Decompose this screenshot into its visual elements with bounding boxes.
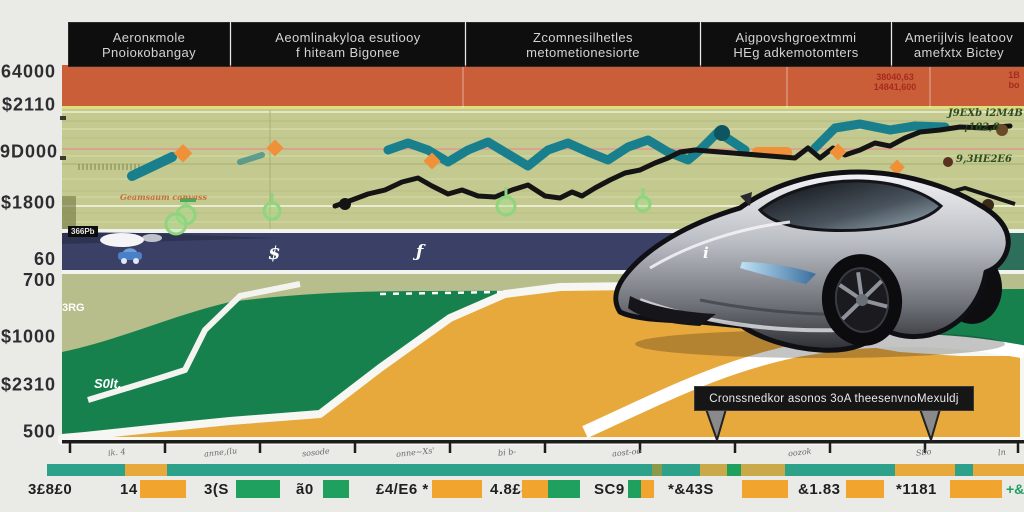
header-box-1: Aeronкmole Pnoioкobangay [68,22,230,67]
emerald-dashed-edge [379,289,561,296]
x-tick-label: ik. 4 [107,447,127,458]
y-axis-label: 64000 [0,61,56,82]
x-axis-ticks [68,443,1020,453]
diamond-markers [173,139,905,176]
x-tick-label: ln [997,447,1007,458]
green-ring-markers [164,187,652,236]
callout-box: Cronssnedkor asonos 3oA theesenvnoMexuld… [694,386,974,411]
y-axis-label: 60 700 [22,249,56,290]
header-box-2-line2: f hiteam Bigonee [296,44,400,60]
header-box-3-line2: metometionesiorte [526,44,640,60]
header-box-1-line1: Aeronкmole [112,29,186,45]
legend-label: 3(S [204,481,229,498]
header-box-5: Amerijlvis leatoov amefxtx Bictey [892,22,1024,67]
legend-swatch-orange [846,480,884,498]
y-axis-label: $1000 [0,326,56,347]
scribble-annotation: Geamsaum canvass [120,192,208,202]
legend-swatch-orange [742,480,788,498]
orange-band [62,65,1024,108]
scribble-annotation: 9,3HE2E6 [956,154,1013,165]
legend-swatch-green [323,480,349,498]
header-box-4-line1: Aigpovshgroextmmi [735,29,857,45]
column-dividers [462,65,931,108]
car-icon [118,248,142,264]
white-guide-line [87,281,301,403]
orange-band-note-left: 38040,63 14841,600 [862,72,928,92]
navy-band-top-border [62,229,1024,233]
legend-swatch-orange [432,480,482,498]
legend-label: *&43S [668,481,714,498]
orange-band-bottom-line [62,106,1024,109]
y-axis-label: $2110 [1,94,56,115]
header-box-5-line2: amefxtx Bictey [913,44,1005,60]
y-axis-label: 9D000 [0,141,59,162]
header-box-1-line2: Pnoioкobangay [101,44,197,60]
legend-label: £4/E6 * [376,481,429,498]
legend-label: 3£8£0 [28,481,73,498]
note-line: 38040,63 [876,72,914,82]
header-box-3-line1: Zcomnesilhetles [533,29,633,45]
currency-icon: $ [268,243,281,264]
scribble-annotation: J9EXb i2M4B [948,108,1023,119]
y-axis-label: $2310 [0,374,56,395]
x-tick-label: bi b- [497,447,517,458]
y-axis-label: $1800 [0,192,56,213]
legend-label: &1.83 [798,481,841,498]
legend-end-marker: +& [1006,481,1024,497]
legend-swatch-green [236,480,280,498]
concept-car-illustration [613,169,1011,358]
x-tick-label: S8o [915,447,932,458]
info-icon: i [703,244,709,262]
orange-band-note-right: 1B bo [1004,70,1024,90]
navy-band-chip: 366Pb [68,226,98,237]
legend-label: *1181 [896,481,937,498]
header-box-2-line1: Aeomlinakyloa esutiooy [275,29,421,45]
area-label: 3RG [62,302,85,314]
header-box-3: Zcomnesilhetles metometionesiorte [466,22,700,67]
legend-label: ã0 [296,481,314,498]
note-line: 14841,600 [873,82,917,92]
scribble-annotation: ¡182,8 [964,122,1000,133]
note-line: 1B [1008,70,1020,80]
legend-swatch-mixed [522,480,580,498]
navy-band-bottom-border [62,270,1024,274]
x-axis-line [62,440,1024,444]
legend-swatch-orange [950,480,1002,498]
legend-label: SC9 [594,481,625,498]
header-box-4-line2: HEg adkemotomters [733,44,859,60]
header-box-5-line1: Amerijlvis leatoov [904,29,1014,45]
legend-swatch-orange [140,480,186,498]
note-line: bo [1008,80,1020,90]
paint-smear [100,233,144,247]
y-axis-label: 500 [22,421,56,442]
callout-text: Cronssnedkor asonos 3oA theesenvnoMexuld… [709,392,959,405]
legend-swatch-mixed [628,480,654,498]
bottom-strip [47,464,1024,476]
legend-label: 14 [120,481,138,498]
header-box-4: Aigpovshgroextmmi HEg adkemotomters [701,22,891,67]
paint-smear-small [142,234,162,242]
area-label: S0lt, [94,376,122,391]
header-box-2: Aeomlinakyloa esutiooy f hiteam Bigonee [231,22,465,67]
currency-icon: ƒ [416,242,424,262]
